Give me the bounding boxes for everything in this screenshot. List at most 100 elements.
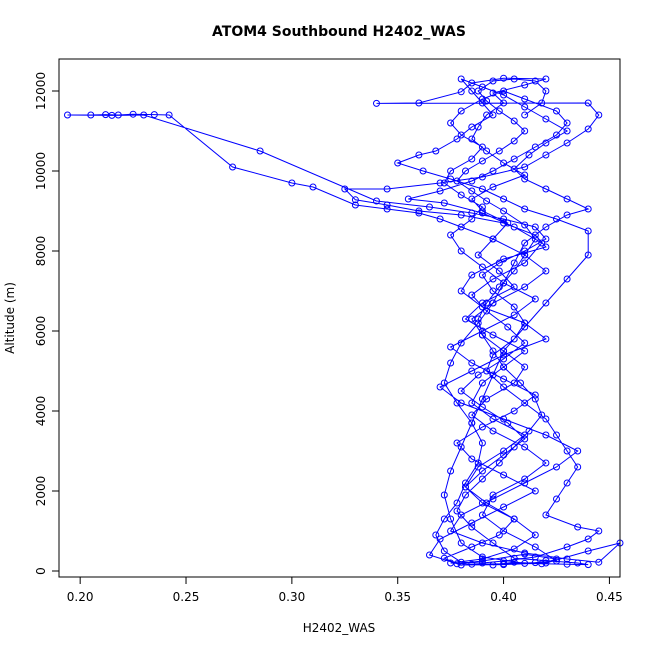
data-point bbox=[542, 151, 550, 159]
data-point bbox=[288, 179, 296, 187]
data-point bbox=[489, 347, 497, 355]
data-point bbox=[426, 203, 433, 211]
data-point bbox=[521, 251, 529, 259]
data-point bbox=[478, 185, 486, 193]
data-point bbox=[468, 359, 476, 367]
data-point bbox=[489, 235, 497, 243]
data-point bbox=[584, 227, 592, 235]
data-point bbox=[383, 185, 391, 193]
data-point bbox=[478, 303, 486, 311]
data-point bbox=[383, 205, 391, 213]
data-point bbox=[521, 111, 529, 119]
data-point bbox=[563, 447, 571, 455]
data-point bbox=[468, 523, 476, 531]
y-axis-label: Altitude (m) bbox=[3, 282, 17, 354]
data-point bbox=[510, 335, 518, 343]
data-point bbox=[478, 263, 486, 271]
data-point bbox=[500, 207, 508, 215]
data-point bbox=[474, 251, 482, 259]
data-point bbox=[500, 87, 508, 95]
data-point bbox=[478, 209, 486, 217]
data-point bbox=[531, 543, 539, 551]
data-point bbox=[531, 487, 539, 495]
data-point bbox=[521, 559, 529, 567]
data-point bbox=[457, 131, 465, 139]
y-tick-label: 12000 bbox=[34, 72, 48, 110]
data-point bbox=[595, 558, 603, 566]
data-point bbox=[584, 547, 592, 555]
data-point bbox=[483, 299, 491, 307]
data-point bbox=[474, 371, 482, 379]
data-point bbox=[538, 239, 546, 247]
data-point bbox=[521, 171, 529, 179]
data-point bbox=[468, 271, 476, 279]
data-point bbox=[436, 535, 444, 543]
data-point bbox=[468, 123, 476, 131]
data-point bbox=[542, 559, 550, 567]
data-point bbox=[468, 411, 476, 419]
data-point bbox=[495, 283, 503, 291]
data-point bbox=[504, 323, 512, 331]
data-point bbox=[553, 107, 560, 115]
data-point bbox=[521, 247, 529, 255]
data-point bbox=[457, 223, 465, 231]
data-point bbox=[563, 119, 571, 127]
data-point bbox=[504, 419, 512, 427]
data-point bbox=[510, 545, 518, 553]
data-point bbox=[483, 147, 491, 155]
data-point bbox=[531, 235, 539, 243]
data-point bbox=[457, 558, 465, 566]
data-point bbox=[517, 379, 524, 387]
data-point bbox=[462, 167, 469, 175]
data-point bbox=[510, 223, 518, 231]
data-point bbox=[447, 515, 455, 523]
data-point bbox=[584, 251, 592, 259]
data-point bbox=[553, 495, 560, 503]
data-point bbox=[542, 87, 550, 95]
data-point bbox=[468, 135, 476, 143]
data-point bbox=[483, 307, 491, 315]
data-point bbox=[500, 471, 508, 479]
data-point bbox=[478, 299, 486, 307]
data-point bbox=[495, 267, 503, 275]
data-point bbox=[521, 95, 529, 103]
series-line bbox=[67, 77, 621, 566]
data-point bbox=[432, 147, 440, 155]
data-point bbox=[478, 379, 486, 387]
chart-title: ATOM4 Southbound H2402_WAS bbox=[212, 24, 466, 40]
data-point bbox=[542, 415, 550, 423]
data-point bbox=[521, 103, 529, 111]
data-point bbox=[483, 367, 491, 375]
data-point bbox=[415, 209, 423, 217]
data-point bbox=[553, 555, 560, 563]
data-point bbox=[468, 291, 476, 299]
data-point bbox=[521, 205, 529, 213]
data-point bbox=[574, 523, 582, 531]
data-point bbox=[483, 395, 491, 403]
data-point bbox=[462, 491, 469, 499]
data-point bbox=[500, 363, 508, 371]
data-point bbox=[440, 379, 448, 387]
data-point bbox=[447, 559, 455, 567]
data-point bbox=[542, 243, 550, 251]
data-point bbox=[495, 147, 503, 155]
data-point bbox=[373, 99, 380, 107]
data-point bbox=[351, 196, 359, 204]
data-point bbox=[521, 549, 529, 557]
data-point bbox=[436, 215, 444, 223]
data-point bbox=[478, 475, 486, 483]
data-point bbox=[457, 561, 465, 569]
data-point bbox=[510, 407, 518, 415]
data-point bbox=[478, 157, 486, 165]
data-point bbox=[478, 99, 486, 107]
data-point bbox=[457, 211, 465, 219]
data-point bbox=[521, 443, 529, 451]
data-point bbox=[538, 411, 546, 419]
data-point bbox=[478, 83, 486, 91]
data-point bbox=[150, 111, 158, 119]
data-point bbox=[563, 479, 571, 487]
data-point bbox=[468, 399, 476, 407]
data-point bbox=[495, 459, 503, 467]
data-point bbox=[531, 223, 539, 231]
data-point bbox=[468, 155, 476, 163]
